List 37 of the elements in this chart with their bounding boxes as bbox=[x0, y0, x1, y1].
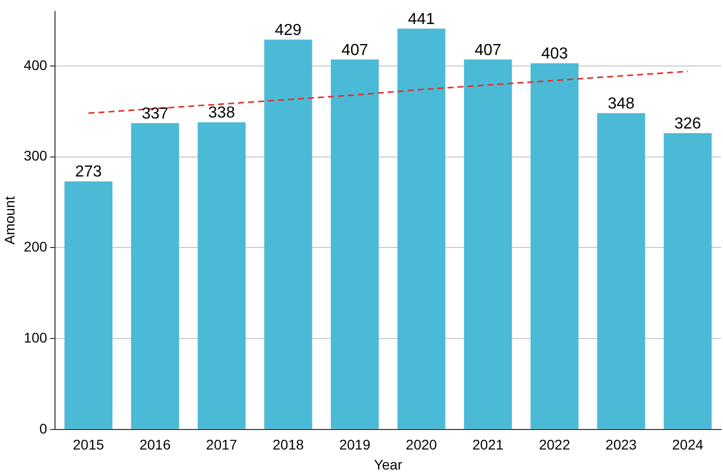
x-tick-label: 2016 bbox=[139, 436, 171, 453]
y-tick-label: 300 bbox=[24, 148, 48, 164]
x-tick-label: 2024 bbox=[672, 436, 704, 453]
x-tick-label: 2021 bbox=[472, 436, 504, 453]
x-axis-title: Year bbox=[374, 456, 403, 472]
bar bbox=[397, 28, 446, 429]
y-tick-label: 100 bbox=[24, 329, 48, 346]
data-label: 441 bbox=[408, 11, 435, 28]
bar bbox=[264, 40, 312, 429]
data-label: 273 bbox=[75, 164, 102, 181]
bar bbox=[464, 60, 512, 429]
x-tick-label: 2022 bbox=[538, 436, 570, 453]
x-tick-label: 2015 bbox=[72, 436, 104, 453]
bar bbox=[64, 181, 112, 429]
bar bbox=[198, 122, 246, 429]
x-tick-label: 2019 bbox=[339, 436, 371, 453]
y-tick-label: 0 bbox=[39, 420, 48, 436]
x-tick-label: 2023 bbox=[606, 436, 637, 453]
bar bbox=[597, 113, 646, 429]
bar bbox=[131, 123, 180, 429]
x-tick-label: 2018 bbox=[272, 436, 304, 453]
data-label: 348 bbox=[608, 96, 635, 113]
data-label: 326 bbox=[674, 116, 702, 133]
y-tick-label: 400 bbox=[24, 56, 48, 73]
data-label: 407 bbox=[341, 42, 368, 59]
y-tick-label: 200 bbox=[24, 238, 48, 255]
data-label: 337 bbox=[142, 106, 168, 123]
data-label: 338 bbox=[208, 104, 236, 122]
x-tick-label: 2017 bbox=[206, 436, 238, 453]
data-label: 403 bbox=[541, 46, 568, 63]
data-label: 429 bbox=[274, 22, 302, 39]
y-axis-title: Amount bbox=[1, 196, 18, 245]
data-label: 407 bbox=[474, 42, 502, 59]
bar bbox=[664, 133, 712, 429]
bar bbox=[530, 63, 579, 429]
x-tick-label: 2020 bbox=[406, 436, 438, 453]
bar bbox=[330, 60, 379, 429]
